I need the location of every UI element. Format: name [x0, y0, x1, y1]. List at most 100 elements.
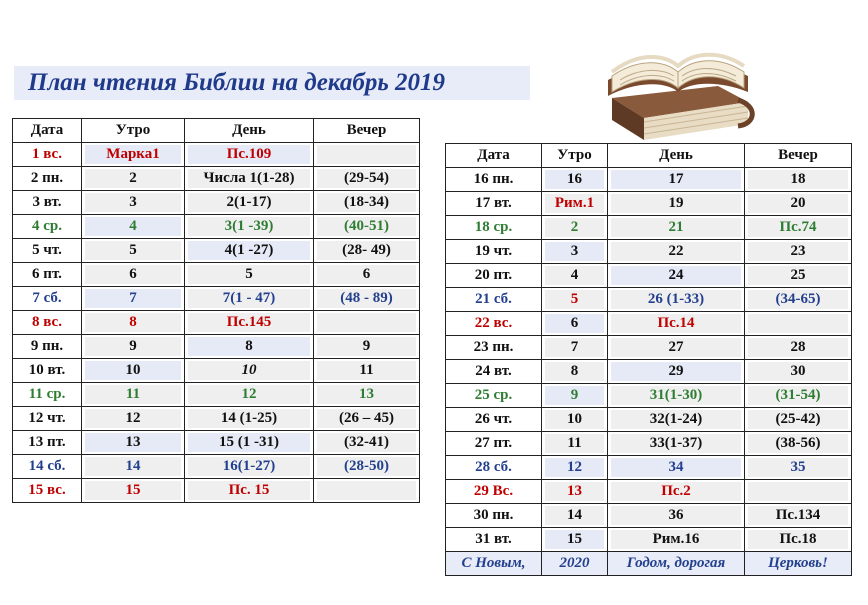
date-cell: 13 пт.: [28, 434, 66, 450]
day-cell: 32(1-24): [611, 410, 741, 429]
day-cell: 31(1-30): [611, 386, 741, 405]
table-row: 17 вт. Рим.1 19 20: [445, 191, 852, 216]
table-row: 27 пт. 11 33(1-37) (38-56): [445, 431, 852, 456]
table-row: 18 ср. 2 21 Пс.74: [445, 215, 852, 240]
table-row: 15 вс. 15 Пс. 15: [12, 478, 420, 503]
morning-cell: 2: [545, 218, 604, 237]
table-row: 3 вт. 3 2(1-17) (18-34): [12, 190, 420, 215]
date-cell: 18 ср.: [474, 219, 513, 235]
table-row: 12 чт. 12 14 (1-25) (26 – 45): [12, 406, 420, 431]
morning-cell: 11: [85, 385, 181, 404]
header-evening: Вечер: [744, 143, 852, 168]
table-row: 24 вт. 8 29 30: [445, 359, 852, 384]
morning-cell: 9: [545, 386, 604, 405]
morning-cell: 13: [85, 433, 181, 452]
day-cell: 17: [611, 170, 741, 189]
day-cell: 12: [188, 385, 310, 404]
morning-cell: 9: [85, 337, 181, 356]
morning-cell: 5: [85, 241, 181, 260]
evening-cell: 20: [748, 194, 848, 213]
plan-table-right: Дата Утро День Вечер 16 пн. 16 17 18 17 вт. Р…: [445, 143, 852, 576]
date-cell: 3 вт.: [32, 194, 62, 210]
morning-cell: 8: [545, 362, 604, 381]
table-header-row: Дата Утро День Вечер: [12, 118, 420, 143]
morning-cell: 12: [85, 409, 181, 428]
evening-cell: (28-50): [317, 457, 416, 476]
evening-cell: [317, 481, 416, 500]
date-cell: 8 вс.: [32, 314, 62, 330]
morning-cell: 14: [85, 457, 181, 476]
table-row: 31 вт. 15 Рим.16 Пс.18: [445, 527, 852, 552]
day-cell: 14 (1-25): [188, 409, 310, 428]
date-cell: 26 чт.: [474, 411, 513, 427]
greeting-text: 2020: [559, 555, 590, 571]
table-row: 6 пт. 6 5 6: [12, 262, 420, 287]
day-cell: Пс.145: [188, 313, 310, 332]
date-cell: 10 вт.: [28, 362, 66, 378]
morning-cell: 3: [545, 242, 604, 261]
table-row: 7 сб. 7 7(1 - 47) (48 - 89): [12, 286, 420, 311]
evening-cell: (40-51): [317, 217, 416, 236]
date-cell: 15 вс.: [28, 482, 66, 498]
table-row: 1 вс. Марка1 Пс.109: [12, 142, 420, 167]
date-cell: 22 вс.: [474, 315, 513, 331]
date-cell: 19 чт.: [474, 243, 513, 259]
morning-cell: 11: [545, 434, 604, 453]
evening-cell: [317, 313, 416, 332]
day-cell: 33(1-37): [611, 434, 741, 453]
evening-cell: (48 - 89): [317, 289, 416, 308]
evening-cell: Пс.18: [748, 530, 848, 549]
table-row: 11 ср. 11 12 13: [12, 382, 420, 407]
evening-cell: (25-42): [748, 410, 848, 429]
date-cell: 2 пн.: [30, 170, 64, 186]
page-title: План чтения Библии на декабрь 2019: [14, 66, 530, 100]
morning-cell: 15: [545, 530, 604, 549]
header-date: Дата: [12, 118, 82, 143]
day-cell: Числа 1(1-28): [188, 169, 310, 188]
date-cell: 30 пн.: [473, 507, 514, 523]
day-cell: 27: [611, 338, 741, 357]
morning-cell: 7: [545, 338, 604, 357]
date-cell: 29 Вс.: [473, 483, 514, 499]
morning-cell: 12: [545, 458, 604, 477]
greeting-text: Церковь!: [768, 555, 828, 571]
day-cell: 2(1-17): [188, 193, 310, 212]
day-cell: 22: [611, 242, 741, 261]
evening-cell: 23: [748, 242, 848, 261]
morning-cell: Марка1: [85, 145, 181, 164]
evening-cell: 25: [748, 266, 848, 285]
greeting-row: С Новым, 2020 Годом, дорогая Церковь!: [445, 551, 852, 576]
day-cell: 36: [611, 506, 741, 525]
morning-cell: 5: [545, 290, 604, 309]
evening-cell: 35: [748, 458, 848, 477]
table-row: 8 вс. 8 Пс.145: [12, 310, 420, 335]
day-cell: Пс. 15: [188, 481, 310, 500]
table-row: 9 пн. 9 8 9: [12, 334, 420, 359]
evening-cell: (31-54): [748, 386, 848, 405]
table-row: 16 пн. 16 17 18: [445, 167, 852, 192]
evening-cell: (26 – 45): [317, 409, 416, 428]
header-evening: Вечер: [313, 118, 420, 143]
morning-cell: 13: [545, 482, 604, 501]
evening-cell: (18-34): [317, 193, 416, 212]
evening-cell: (28- 49): [317, 241, 416, 260]
date-cell: 9 пн.: [30, 338, 64, 354]
date-cell: 12 чт.: [28, 410, 66, 426]
table-row: 26 чт. 10 32(1-24) (25-42): [445, 407, 852, 432]
table-row: 22 вс. 6 Пс.14: [445, 311, 852, 336]
evening-cell: Пс.74: [748, 218, 848, 237]
day-cell: Пс.14: [611, 314, 741, 333]
table-row: 29 Вс. 13 Пс.2: [445, 479, 852, 504]
day-cell: Пс.2: [611, 482, 741, 501]
date-cell: 4 ср.: [32, 218, 62, 234]
evening-cell: (34-65): [748, 290, 848, 309]
day-cell: 24: [611, 266, 741, 285]
date-cell: 28 сб.: [475, 459, 512, 475]
bible-book-icon: [608, 52, 755, 140]
date-cell: 20 пт.: [474, 267, 513, 283]
morning-cell: 14: [545, 506, 604, 525]
day-cell: 19: [611, 194, 741, 213]
greeting-text: Годом, дорогая: [626, 555, 726, 571]
morning-cell: 6: [545, 314, 604, 333]
table-row: 10 вт. 10 10 11: [12, 358, 420, 383]
